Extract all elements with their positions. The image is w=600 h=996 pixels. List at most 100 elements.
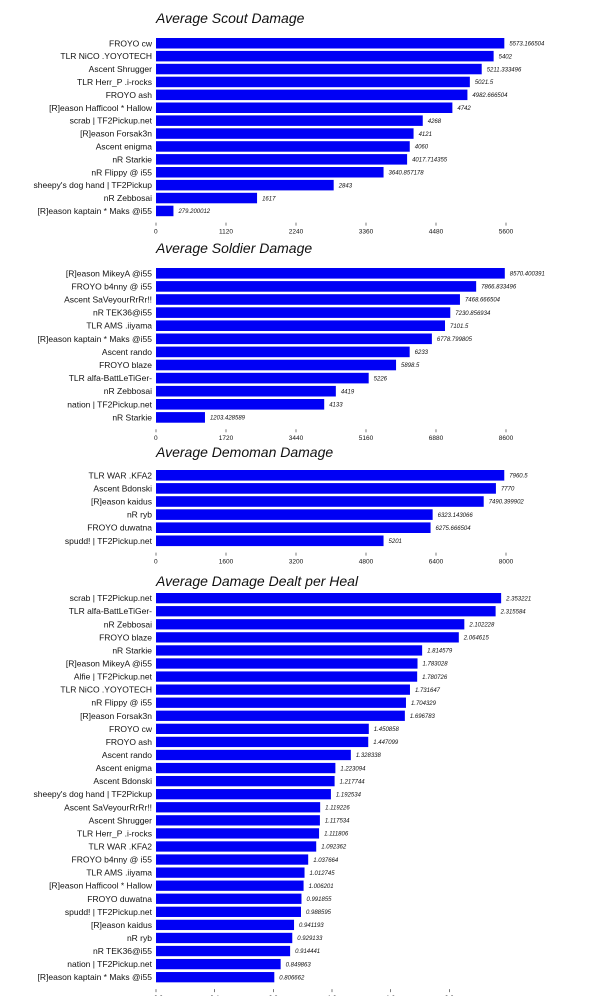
value-label: 1.731647 bbox=[415, 688, 441, 694]
category-label: [R]eason kaptain * Maks @i55 bbox=[38, 972, 153, 982]
bar bbox=[156, 63, 482, 75]
bar bbox=[156, 496, 484, 507]
x-tick-label: 0 bbox=[154, 559, 158, 566]
x-tick-label: 0 bbox=[154, 229, 158, 236]
category-label: spudd! | TF2Pickup.net bbox=[65, 907, 153, 917]
value-label: 4982.666504 bbox=[472, 93, 508, 99]
bar bbox=[156, 841, 317, 852]
value-label: 6275.666504 bbox=[436, 526, 472, 532]
category-label: Ascent Bdonski bbox=[93, 483, 152, 493]
category-label: [R]eason Forsak3n bbox=[80, 711, 152, 721]
value-label: 0.806662 bbox=[279, 975, 305, 981]
category-label: Ascent rando bbox=[102, 750, 152, 760]
bar bbox=[156, 307, 451, 318]
bar bbox=[156, 115, 423, 126]
bar bbox=[156, 919, 295, 931]
category-label: sheepy's dog hand | TF2Pickup bbox=[34, 789, 153, 799]
bar bbox=[156, 470, 505, 481]
bar bbox=[156, 412, 205, 423]
value-label: 7468.666504 bbox=[465, 298, 501, 304]
bar bbox=[156, 483, 496, 494]
bar bbox=[156, 281, 477, 292]
category-label: [R]eason Hafficool * Hallow bbox=[49, 881, 153, 891]
bar bbox=[156, 141, 410, 152]
x-tick-label: 6400 bbox=[429, 559, 444, 566]
category-label: Ascent enigma bbox=[96, 763, 152, 773]
bar bbox=[156, 333, 432, 345]
value-label: 4419 bbox=[341, 389, 355, 395]
category-label: TLR WAR .KFA2 bbox=[89, 470, 153, 480]
bar bbox=[156, 50, 494, 62]
x-tick-label: 8000 bbox=[499, 559, 514, 566]
category-label: [R]eason Hafficool * Hallow bbox=[49, 103, 153, 113]
category-label: Ascent Shrugger bbox=[89, 815, 152, 825]
bar bbox=[156, 671, 418, 682]
soldier-damage-plot: [R]eason MikeyA @i55 8570.400391 FROYO b4n… bbox=[38, 268, 545, 442]
category-label: [R]eason kaidus bbox=[91, 497, 152, 507]
bar bbox=[156, 167, 384, 178]
bar bbox=[156, 658, 418, 669]
category-label: Ascent SaVeyourRrRr!! bbox=[64, 295, 152, 305]
chart-title: Average Soldier Damage bbox=[156, 240, 313, 256]
value-label: 5898.5 bbox=[401, 363, 420, 369]
bar bbox=[156, 179, 334, 191]
category-label: Ascent rando bbox=[102, 347, 152, 357]
category-label: nR Starkie bbox=[112, 154, 152, 164]
value-label: 1.696783 bbox=[410, 714, 436, 720]
value-label: 6323.143066 bbox=[438, 513, 474, 519]
value-label: 8570.400391 bbox=[510, 272, 545, 278]
value-label: 7230.856934 bbox=[455, 311, 491, 317]
bar bbox=[156, 192, 258, 204]
category-label: nR Flippy @ i55 bbox=[91, 167, 152, 177]
value-label: 1203.428589 bbox=[210, 416, 246, 422]
category-label: TLR AMS .iiyama bbox=[86, 321, 152, 331]
bar bbox=[156, 102, 453, 113]
x-tick-label: 0 bbox=[154, 435, 158, 442]
x-tick-label: 1120 bbox=[219, 229, 233, 236]
bar bbox=[156, 762, 336, 774]
category-label: FROYO blaze bbox=[99, 360, 152, 370]
bar bbox=[156, 893, 302, 904]
bar bbox=[156, 815, 320, 826]
value-label: 0.941193 bbox=[299, 923, 324, 929]
value-label: 1.217744 bbox=[340, 779, 366, 785]
category-label: Ascent Shrugger bbox=[89, 64, 152, 74]
x-tick-label: 1600 bbox=[219, 559, 234, 566]
bar bbox=[156, 697, 406, 708]
category-label: nR ryb bbox=[127, 933, 152, 943]
category-label: spudd! | TF2Pickup.net bbox=[65, 536, 153, 546]
bar bbox=[156, 645, 423, 656]
category-label: FROYO cw bbox=[109, 724, 153, 734]
bar bbox=[156, 38, 505, 49]
category-label: TLR AMS .iiyama bbox=[86, 868, 152, 878]
bar bbox=[156, 346, 410, 358]
x-tick-label: 5160 bbox=[359, 435, 374, 442]
bar bbox=[156, 789, 331, 800]
value-label: 3640.857178 bbox=[389, 170, 425, 176]
category-label: FROYO cw bbox=[109, 38, 153, 48]
value-label: 0.991855 bbox=[306, 897, 332, 903]
x-tick-label: 4800 bbox=[359, 559, 374, 566]
category-label: TLR NiCO .YOYOTECH bbox=[60, 685, 152, 695]
category-label: TLR NiCO .YOYOTECH bbox=[60, 51, 152, 61]
category-label: FROYO b4nny @ i55 bbox=[72, 855, 153, 865]
category-label: TLR alfa-BattLeTiGer- bbox=[69, 606, 152, 616]
value-label: 4017.714355 bbox=[412, 158, 448, 164]
category-label: [R]eason Forsak3n bbox=[80, 129, 152, 139]
category-label: nation | TF2Pickup.net bbox=[67, 959, 152, 969]
category-label: Alfie | TF2Pickup.net bbox=[74, 672, 153, 682]
value-label: 1.447099 bbox=[373, 740, 399, 746]
bar bbox=[156, 509, 433, 520]
category-label: Ascent SaVeyourRrRr!! bbox=[64, 802, 152, 812]
bar bbox=[156, 775, 335, 787]
category-label: TLR Herr_P .i-rocks bbox=[77, 77, 152, 87]
bar bbox=[156, 945, 291, 957]
value-label: 5226 bbox=[374, 376, 388, 382]
value-label: 4742 bbox=[457, 106, 471, 112]
value-label: 1.092362 bbox=[321, 845, 347, 851]
category-label: nR Zebbosai bbox=[104, 619, 152, 629]
value-label: 1.704329 bbox=[411, 701, 437, 707]
bar bbox=[156, 76, 470, 88]
value-label: 1.111806 bbox=[324, 832, 349, 838]
bar bbox=[156, 606, 496, 617]
